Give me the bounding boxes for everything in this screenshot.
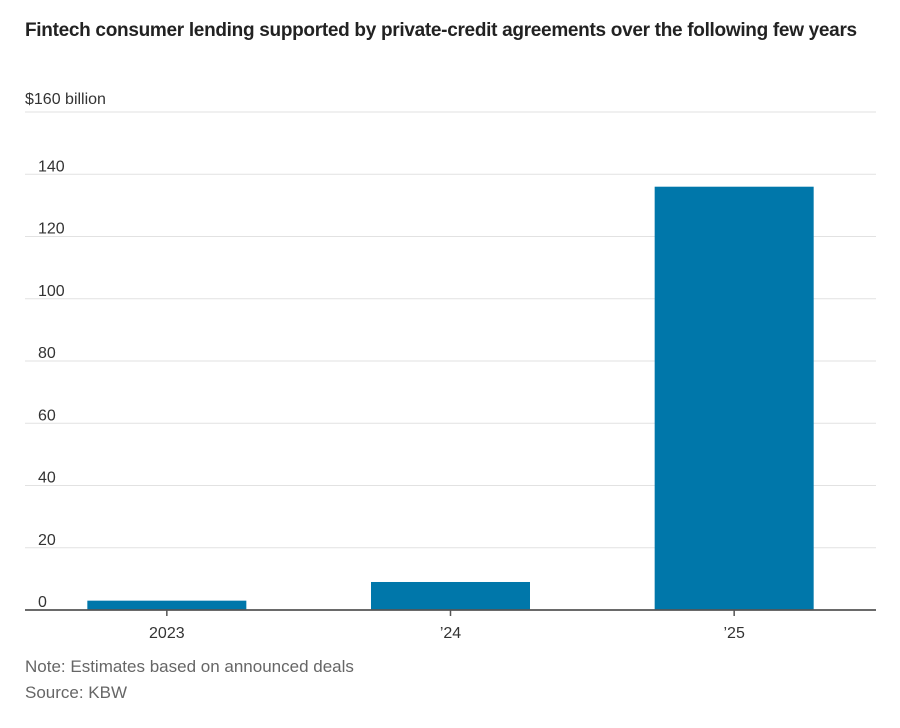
y-tick-label: 0 — [38, 594, 47, 611]
y-tick-label: 140 — [38, 158, 65, 175]
chart-note: Note: Estimates based on announced deals — [25, 657, 354, 676]
y-tick-label: 40 — [38, 470, 56, 487]
y-tick-label: 80 — [38, 345, 56, 362]
y-axis-unit-label: $160 billion — [25, 91, 106, 108]
bar — [371, 581, 530, 610]
x-tick-label: ’25 — [723, 625, 744, 642]
x-tick-label: ’24 — [440, 625, 461, 642]
chart-title: Fintech consumer lending supported by pr… — [25, 20, 857, 41]
bar — [654, 186, 814, 610]
bar — [87, 600, 247, 610]
y-tick-label: 100 — [38, 283, 65, 300]
x-tick-label: 2023 — [149, 625, 185, 642]
y-tick-label: 120 — [38, 221, 65, 238]
y-tick-label: 60 — [38, 407, 56, 424]
chart-source: Source: KBW — [25, 683, 128, 702]
y-tick-label: 20 — [38, 532, 56, 549]
